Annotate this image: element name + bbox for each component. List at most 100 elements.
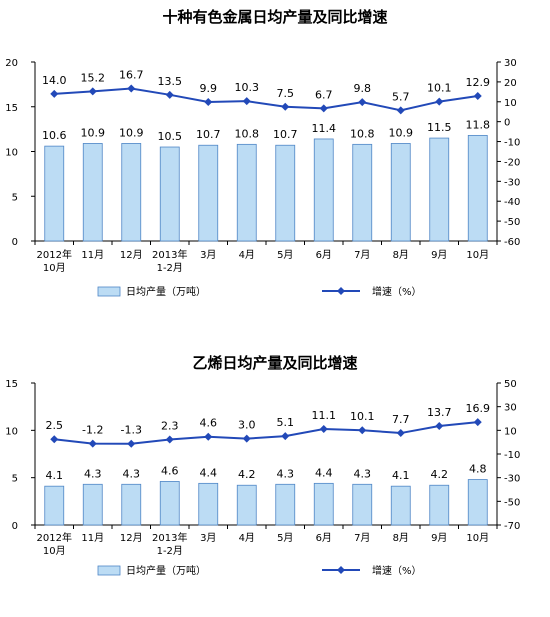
bar-value-label: 11.4 xyxy=(312,122,337,135)
growth-rate-line xyxy=(54,87,478,112)
left-tick-label: 20 xyxy=(5,58,18,69)
category-label: 2013年 xyxy=(152,531,187,544)
growth-rate-point xyxy=(242,97,251,106)
bar-value-label: 10.7 xyxy=(273,128,298,141)
left-tick-label: 0 xyxy=(12,237,18,248)
category-label: 3月 xyxy=(200,249,216,261)
growth-rate-label: 5.7 xyxy=(392,90,410,103)
growth-rate-point xyxy=(165,435,174,444)
bar-value-label: 10.5 xyxy=(158,130,183,143)
category-label: 3月 xyxy=(200,532,216,544)
category-label: 12月 xyxy=(120,532,143,544)
bar-value-label: 10.9 xyxy=(119,126,144,139)
category-label-line2: 10月 xyxy=(43,545,66,557)
right-tick-label: -50 xyxy=(504,497,520,508)
growth-rate-point xyxy=(358,98,367,107)
growth-rate-label: 13.7 xyxy=(427,406,452,419)
category-label: 5月 xyxy=(277,532,293,544)
chart-ethylene: 乙烯日均产量及同比增速 0 5 10 15 -70 -50 -30 -10 10 30 50 2012年… xyxy=(0,345,550,617)
category-label: 2012年 xyxy=(37,248,72,261)
category-label: 8月 xyxy=(393,532,409,544)
legend-line-label: 增速（%） xyxy=(372,564,422,577)
category-label: 2013年 xyxy=(152,248,187,261)
chart-title: 十种有色金属日均产量及同比增速 xyxy=(162,8,387,26)
chart-title: 乙烯日均产量及同比增速 xyxy=(192,354,357,372)
growth-rate-label: 16.9 xyxy=(466,402,491,415)
bar xyxy=(44,485,65,526)
growth-rate-point xyxy=(358,426,367,435)
bar xyxy=(467,134,488,242)
bar-value-label: 11.8 xyxy=(466,118,491,131)
category-label: 4月 xyxy=(239,532,255,544)
growth-rate-point xyxy=(281,102,290,111)
left-tick-label: 10 xyxy=(5,426,18,437)
bar-value-label: 4.2 xyxy=(431,468,449,481)
bar xyxy=(275,144,296,242)
bar xyxy=(236,143,257,242)
category-label: 10月 xyxy=(466,532,489,544)
growth-rate-label: 9.8 xyxy=(354,82,372,95)
growth-rate-label: 2.3 xyxy=(161,419,179,432)
right-tick-label: -10 xyxy=(504,450,520,461)
right-tick-label: -20 xyxy=(504,157,520,168)
growth-rate-point xyxy=(204,97,213,106)
bar-value-label: 4.2 xyxy=(238,468,256,481)
growth-rate-label: 13.5 xyxy=(158,75,183,88)
right-tick-label: 10 xyxy=(504,426,517,437)
bar xyxy=(467,479,488,526)
growth-rate-point xyxy=(242,434,251,443)
category-label: 6月 xyxy=(316,532,332,544)
chart-nonferrous-metals: 十种有色金属日均产量及同比增速 0 5 10 15 20 -60 -50 -40 -30 -20 -1… xyxy=(5,8,520,298)
right-tick-label: 50 xyxy=(504,379,517,390)
right-tick-label: 10 xyxy=(504,98,517,109)
chart-nonferrous-metals-svg: 十种有色金属日均产量及同比增速 0 5 10 15 20 -60 -50 -40 -30 -20 -1… xyxy=(5,8,520,298)
category-label: 7月 xyxy=(354,532,370,544)
bar xyxy=(198,482,219,526)
bar-value-label: 4.3 xyxy=(84,467,102,480)
bar xyxy=(159,481,180,526)
growth-rate-point xyxy=(435,97,444,106)
growth-rate-point xyxy=(127,84,136,93)
growth-rate-label: 9.9 xyxy=(200,82,218,95)
category-label-line2: 1-2月 xyxy=(157,545,183,557)
growth-rate-label: -1.2 xyxy=(82,424,103,437)
bar-value-label: 4.6 xyxy=(161,464,179,477)
category-label: 10月 xyxy=(466,249,489,261)
growth-rate-point xyxy=(319,425,328,434)
right-tick-label: 0 xyxy=(504,118,510,129)
category-label: 11月 xyxy=(81,249,104,261)
growth-rate-label: 12.9 xyxy=(466,76,491,89)
legend-line-label: 增速（%） xyxy=(372,285,422,298)
growth-rate-point xyxy=(50,89,59,98)
growth-rate-point xyxy=(396,106,405,115)
right-tick-label: -50 xyxy=(504,217,520,228)
left-tick-label: 15 xyxy=(5,379,18,390)
right-tick-label: -30 xyxy=(504,474,520,485)
category-label-line2: 10月 xyxy=(43,262,66,274)
bar xyxy=(159,146,180,242)
category-label: 7月 xyxy=(354,249,370,261)
bar-value-label: 4.3 xyxy=(354,467,372,480)
category-label: 2012年 xyxy=(37,531,72,544)
growth-rate-label: 3.0 xyxy=(238,419,256,432)
category-label: 4月 xyxy=(239,249,255,261)
growth-rate-label: 4.6 xyxy=(200,417,218,430)
category-label: 11月 xyxy=(81,532,104,544)
growth-rate-point xyxy=(50,435,59,444)
bar-value-label: 4.1 xyxy=(46,469,64,482)
growth-rate-point xyxy=(473,418,482,427)
bar xyxy=(390,485,411,526)
right-tick-label: -10 xyxy=(504,138,520,149)
growth-rate-point xyxy=(435,421,444,430)
bar-value-label: 4.4 xyxy=(315,466,333,479)
bar xyxy=(236,484,257,526)
bar xyxy=(390,143,411,242)
bar-value-label: 4.3 xyxy=(277,467,295,480)
bar-value-label: 10.8 xyxy=(235,127,260,140)
legend-line-marker xyxy=(337,566,345,574)
category-label: 9月 xyxy=(431,249,447,261)
category-label: 8月 xyxy=(393,249,409,261)
bar xyxy=(121,143,142,242)
bar xyxy=(429,137,450,242)
bar-value-label: 10.6 xyxy=(42,129,67,142)
